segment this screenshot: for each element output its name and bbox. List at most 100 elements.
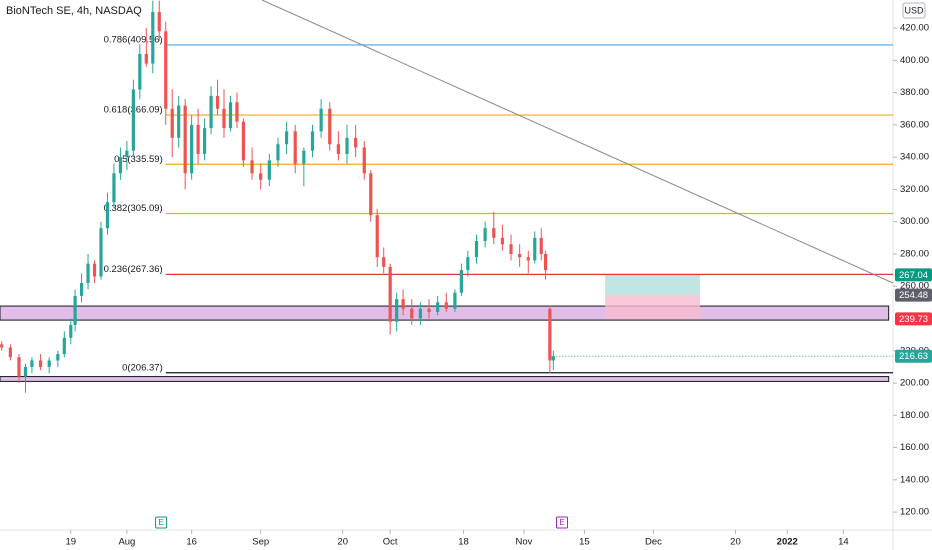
y-tick-label: 300.00 (900, 216, 929, 227)
x-tick-label: 18 (458, 537, 469, 548)
event-label: E (559, 518, 564, 527)
candle-body (418, 308, 422, 319)
y-tick-label: 260.00 (900, 281, 929, 292)
candle-body (177, 105, 181, 138)
x-tick-label: 20 (730, 537, 741, 548)
candle-body (548, 308, 552, 361)
x-tick-label: Sep (252, 537, 269, 548)
event-marker (155, 516, 168, 529)
candle-body (382, 257, 386, 267)
candle-body (427, 308, 431, 313)
price-label-bg (895, 349, 932, 363)
y-tick-label: 120.00 (900, 507, 929, 518)
candle-body (466, 257, 470, 271)
candle-body (241, 121, 246, 161)
candle-body (459, 270, 463, 293)
fib-label: 0.236(267.36) (104, 264, 163, 275)
x-tick-label: 14 (838, 537, 849, 548)
candle-body (509, 244, 513, 254)
candle-body (328, 108, 332, 145)
candle-body (105, 202, 110, 229)
candle-body (23, 366, 28, 377)
candle-body (69, 324, 73, 338)
candle-body (125, 150, 129, 158)
price-label: 239.73 (899, 314, 928, 325)
candle-body (369, 173, 373, 216)
candle-body (112, 173, 116, 203)
x-tick-label: Aug (118, 537, 135, 548)
candle-body (375, 215, 379, 258)
price-label: 267.04 (899, 270, 928, 281)
x-tick-label: Nov (516, 537, 533, 548)
candle-body (267, 160, 271, 180)
candle-body (474, 241, 479, 258)
candle-body (235, 102, 239, 122)
candle-body (483, 228, 487, 242)
position-profit (605, 274, 701, 296)
candle-body (526, 257, 530, 261)
candle-body (222, 108, 226, 129)
candle-body (259, 173, 263, 180)
candle-body (8, 347, 12, 358)
candle-body (118, 157, 123, 174)
candle-body (293, 131, 297, 164)
candle-body (144, 53, 148, 64)
fib-label: 0.786(409.56) (104, 34, 163, 45)
candle-body (388, 266, 392, 322)
zone (0, 305, 890, 321)
price-label-bg (895, 268, 932, 282)
candle-body (209, 95, 213, 129)
candle-body (73, 295, 77, 325)
y-tick-label: 180.00 (900, 410, 929, 421)
candle-body (539, 237, 543, 254)
x-tick-label: 15 (579, 537, 590, 548)
candle-body (336, 144, 340, 154)
y-tick-label: 360.00 (900, 119, 929, 130)
event-label: E (158, 518, 163, 527)
candle-body (38, 360, 43, 367)
candle-body (345, 137, 349, 154)
candle-body (319, 108, 323, 132)
candle-body (533, 237, 537, 261)
price-label-bg (895, 288, 932, 302)
candle-body (444, 302, 448, 309)
candle-body (543, 253, 548, 271)
candle-body (92, 263, 97, 277)
candle-body (362, 147, 366, 174)
price-label: 216.63 (899, 351, 928, 362)
candle-body (202, 128, 207, 154)
candle-body (215, 95, 220, 109)
candle-body (47, 360, 51, 367)
y-tick-label: 420.00 (900, 23, 929, 34)
candle-body (190, 124, 194, 174)
candle-body (170, 108, 174, 138)
zone (0, 376, 890, 382)
candle-body (436, 302, 440, 313)
position-loss (605, 295, 701, 319)
candle-body (453, 292, 457, 309)
candle-body (410, 308, 414, 319)
y-tick-label: 320.00 (900, 184, 929, 195)
candle-body (354, 137, 358, 148)
price-label-bg (895, 312, 932, 326)
x-tick-label: Dec (645, 537, 662, 548)
fib-label: 0.382(305.09) (104, 203, 163, 214)
candle-body (151, 11, 155, 64)
candle-body (131, 89, 135, 151)
candle-body (99, 228, 103, 277)
candle-body (196, 124, 200, 154)
candle-body (56, 353, 60, 361)
price-label: 254.48 (899, 290, 928, 301)
candle-body (183, 105, 187, 174)
candle-body (30, 360, 34, 367)
y-tick-label: 200.00 (900, 378, 929, 389)
trendline (261, 0, 894, 284)
y-tick-label: 400.00 (900, 55, 929, 66)
event-marker (556, 516, 569, 529)
candle-body (518, 253, 522, 258)
candle-body (276, 144, 280, 161)
candle-body (17, 357, 21, 377)
y-tick-label: 340.00 (900, 152, 929, 163)
candle-body (395, 299, 399, 322)
currency-box (902, 2, 926, 19)
